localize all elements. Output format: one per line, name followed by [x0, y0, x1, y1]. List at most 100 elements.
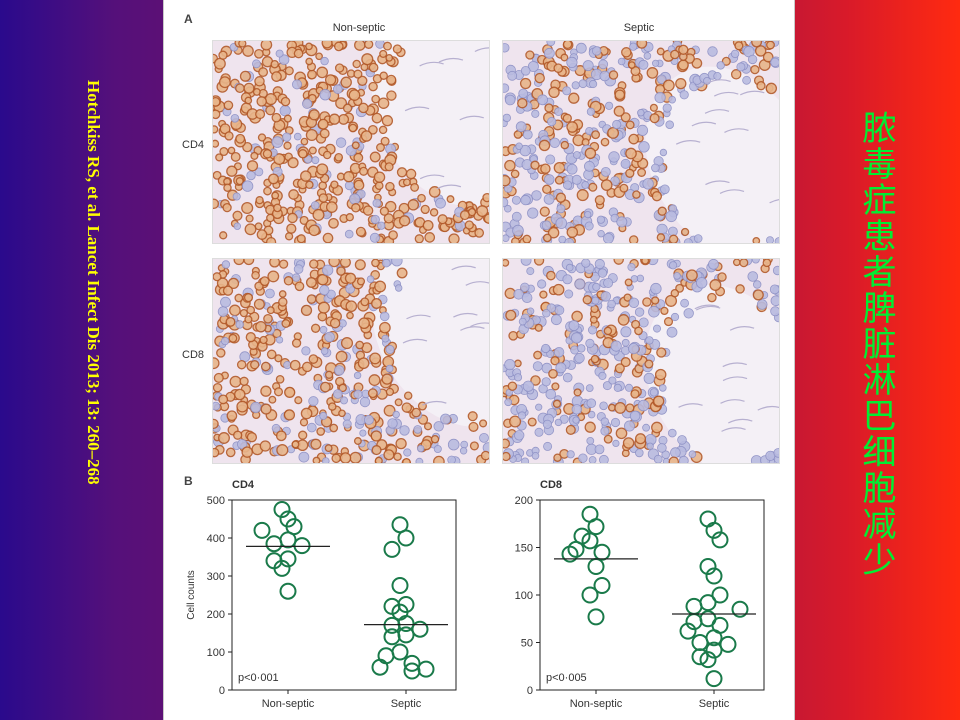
y-tick-label: 50	[521, 638, 533, 650]
stained-cell	[244, 315, 253, 324]
stained-cell	[291, 440, 300, 449]
stained-cell	[467, 411, 478, 422]
unstained-cell	[660, 184, 670, 195]
unstained-cell	[571, 174, 582, 185]
unstained-cell	[531, 109, 540, 118]
stained-cell	[533, 350, 543, 360]
stained-cell	[226, 165, 238, 177]
unstained-cell	[612, 119, 622, 130]
unstained-cell	[518, 317, 527, 326]
connective-fiber	[706, 79, 731, 84]
unstained-cell	[666, 326, 678, 338]
stained-cell	[273, 387, 284, 397]
stained-cell	[353, 152, 364, 163]
stained-cell	[268, 173, 279, 185]
unstained-cell	[526, 267, 535, 276]
unstained-cell	[600, 291, 612, 302]
plot-title: CD4	[232, 479, 255, 491]
connective-fiber	[704, 109, 730, 114]
unstained-cell	[774, 237, 779, 243]
unstained-cell	[413, 425, 423, 434]
stained-cell	[637, 168, 647, 177]
unstained-cell	[221, 337, 230, 346]
unstained-cell	[507, 70, 518, 81]
y-tick-label: 300	[207, 571, 225, 583]
stained-cell	[352, 59, 361, 69]
vessel-region	[645, 66, 779, 243]
unstained-cell	[594, 259, 605, 270]
stained-cell	[213, 109, 221, 120]
stained-cell	[233, 430, 243, 440]
stained-cell	[216, 348, 226, 358]
stained-cell	[340, 337, 354, 350]
stained-cell	[554, 175, 564, 185]
unstained-cell	[532, 361, 543, 372]
stained-cell	[283, 276, 294, 286]
unstained-cell	[342, 419, 352, 429]
stained-cell	[355, 340, 365, 350]
stained-cell	[324, 444, 333, 453]
stained-cell	[381, 373, 393, 385]
stained-cell	[675, 77, 687, 90]
data-point	[265, 535, 283, 553]
unstained-cell	[673, 272, 681, 280]
unstained-cell	[382, 259, 391, 268]
unstained-cell	[638, 59, 649, 70]
stained-cell	[256, 229, 268, 240]
stained-cell	[653, 395, 665, 407]
stained-cell	[430, 434, 440, 444]
stained-cell	[308, 146, 317, 155]
micrograph-cd4-non-septic-image	[213, 41, 489, 243]
stained-cell	[294, 396, 303, 405]
unstained-cell	[586, 436, 595, 445]
connective-fiber	[675, 139, 701, 145]
stained-cell	[634, 433, 647, 445]
unstained-cell	[564, 237, 575, 243]
stained-cell	[664, 294, 678, 307]
stained-cell	[508, 330, 519, 341]
stained-cell	[657, 206, 667, 216]
stained-cell	[383, 449, 395, 461]
unstained-cell	[586, 398, 597, 409]
unstained-cell	[387, 418, 398, 429]
unstained-cell	[322, 264, 334, 276]
stained-cell	[328, 113, 341, 125]
micrograph-cd4-septic	[502, 40, 780, 244]
stained-cell	[766, 41, 775, 50]
stained-cell	[403, 391, 413, 400]
stained-cell	[568, 92, 580, 104]
stained-cell	[339, 259, 351, 268]
data-point	[581, 586, 599, 604]
stained-cell	[328, 259, 341, 268]
x-tick-label: Septic	[699, 698, 730, 710]
stained-cell	[300, 137, 309, 146]
stained-cell	[625, 168, 635, 178]
stained-cell	[351, 141, 360, 150]
unstained-cell	[544, 47, 555, 59]
stained-cell	[255, 109, 266, 120]
stained-cell	[245, 214, 254, 223]
unstained-cell	[394, 284, 403, 292]
unstained-cell	[518, 88, 529, 99]
unstained-cell	[603, 233, 614, 243]
y-tick-label: 0	[527, 685, 533, 697]
unstained-cell	[566, 56, 578, 69]
stained-cell	[218, 76, 231, 89]
stained-cell	[584, 147, 597, 160]
connective-fiber	[721, 427, 746, 432]
stained-cell	[374, 181, 384, 191]
stained-cell	[244, 223, 257, 236]
stained-cell	[614, 401, 627, 414]
stained-cell	[259, 440, 271, 452]
unstained-cell	[645, 336, 654, 345]
micrograph-cd8-septic-image	[503, 259, 779, 463]
stained-cell	[565, 424, 576, 435]
unstained-cell	[677, 435, 687, 445]
stained-cell	[260, 361, 271, 372]
unstained-cell	[562, 86, 572, 96]
unstained-cell	[213, 401, 221, 411]
stained-cell	[562, 113, 572, 123]
stained-cell	[371, 112, 383, 124]
stained-cell	[228, 333, 238, 343]
stained-cell	[218, 50, 228, 60]
